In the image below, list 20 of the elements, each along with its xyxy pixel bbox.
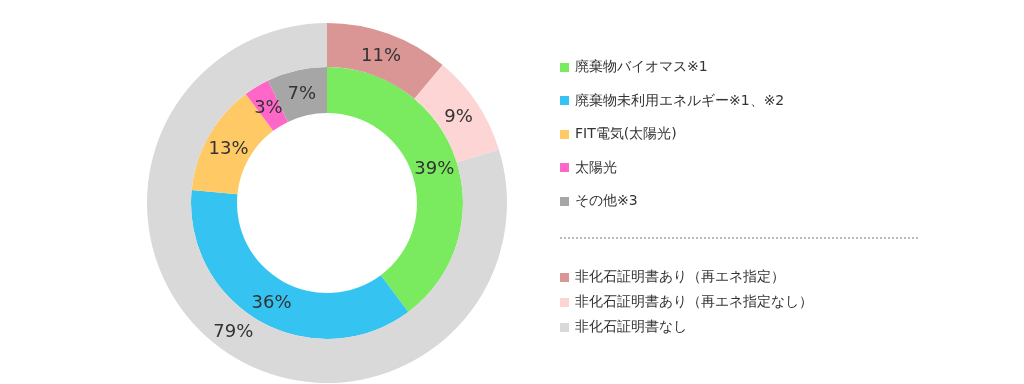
donut-slice [327, 23, 443, 99]
data-label: 39% [414, 156, 455, 178]
legend-label: FIT電気(太陽光) [575, 125, 677, 143]
data-label: 13% [208, 137, 249, 159]
data-label: 36% [251, 290, 292, 312]
legend-label: 太陽光 [575, 158, 617, 177]
data-label: 3% [254, 95, 283, 117]
data-label: 9% [444, 104, 473, 126]
data-label: 7% [287, 82, 317, 104]
legend-label: 廃棄物未利用エネルギー※1、※2 [575, 91, 785, 110]
donut-slice [414, 65, 499, 163]
legend-label: 非化石証明書なし [575, 318, 687, 336]
legend-label: 廃棄物バイオマス※1 [575, 58, 708, 76]
donut-slice [191, 189, 409, 339]
legend-label: 非化石証明書あり（再エネ指定なし） [575, 293, 813, 311]
legend-label: 非化石証明書あり（再エネ指定） [575, 268, 785, 286]
legend-label: その他※3 [575, 192, 638, 210]
data-label: 79% [213, 319, 254, 341]
data-label: 11% [361, 44, 402, 66]
donut-slice [147, 23, 507, 383]
